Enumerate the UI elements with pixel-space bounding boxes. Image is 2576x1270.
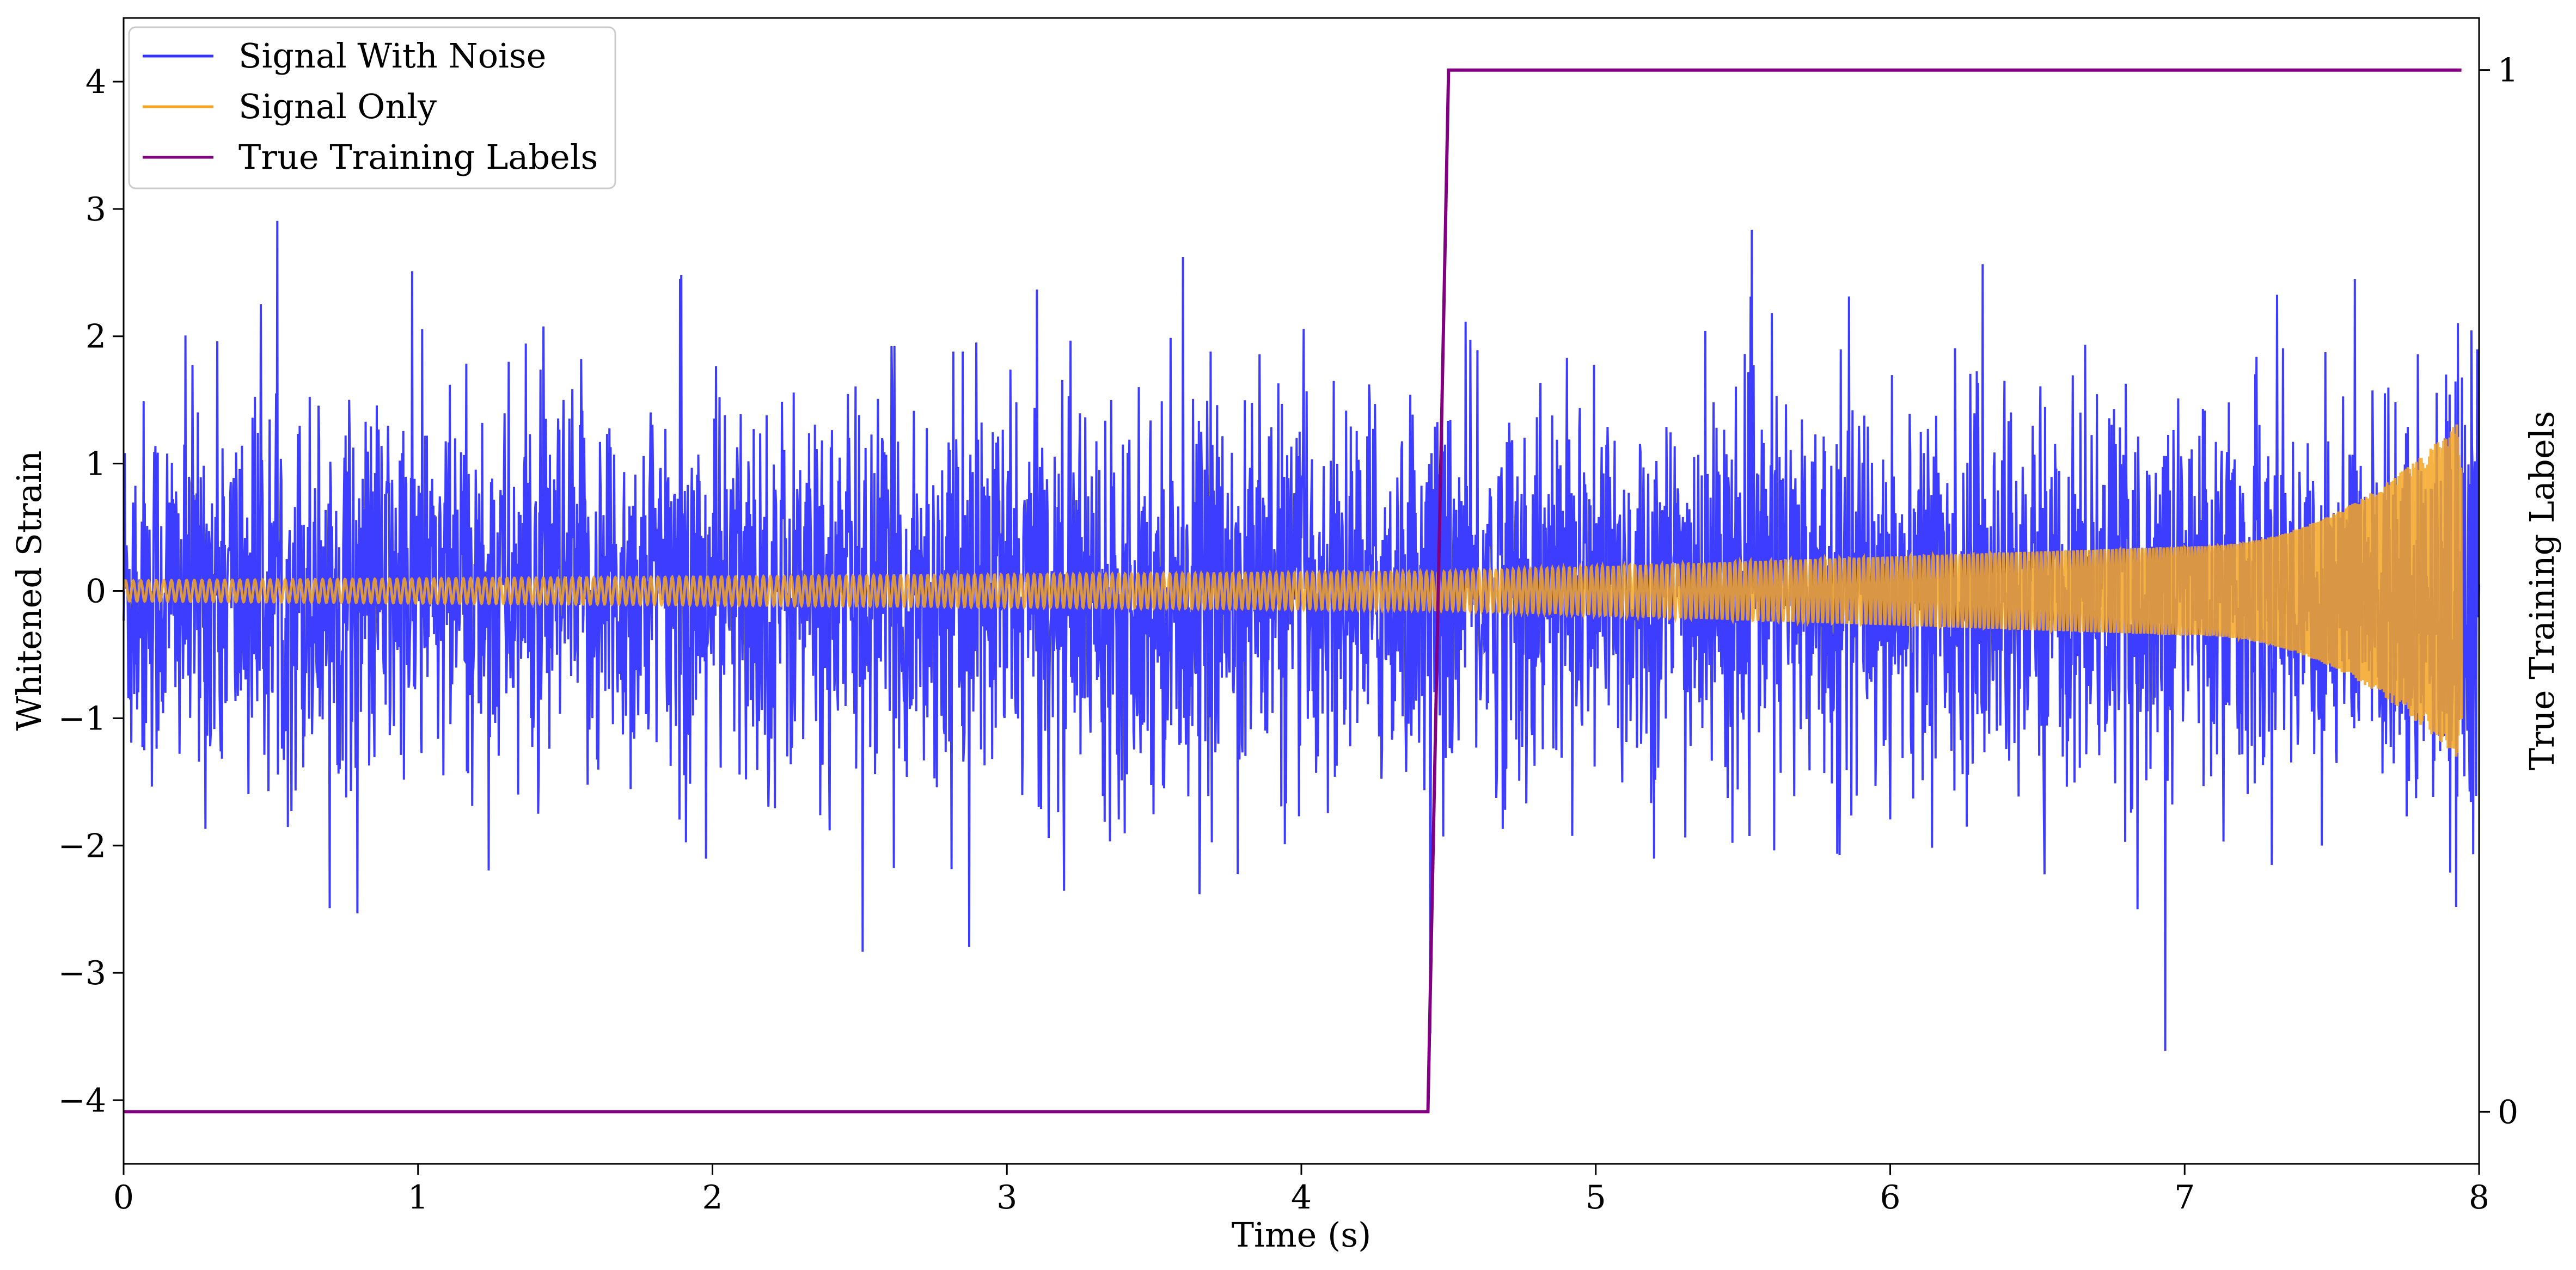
- y-axis-label: Whitened Strain: [9, 451, 49, 731]
- legend-label-true-training-labels: True Training Labels: [238, 137, 598, 177]
- y-tick-label: 0: [85, 573, 106, 611]
- legend-box: [128, 26, 616, 189]
- x-tick-label: 7: [2174, 1179, 2195, 1217]
- y-tick-label: 4: [85, 63, 106, 101]
- x-tick-label: 1: [408, 1179, 429, 1217]
- true-training-labels-series: [124, 68, 2462, 1114]
- x-tick-label: 6: [1880, 1179, 1900, 1217]
- x-tick-label: 8: [2469, 1179, 2489, 1217]
- y2-tick-label: 0: [2498, 1093, 2518, 1131]
- y2-axis-ticks: 01: [2479, 52, 2518, 1131]
- x-tick-label: 2: [702, 1179, 723, 1217]
- legend: Signal With Noise Signal Only True Train…: [128, 26, 616, 189]
- x-tick-label: 3: [996, 1179, 1017, 1217]
- y-tick-label: 3: [85, 191, 106, 229]
- x-tick-label: 5: [1586, 1179, 1606, 1217]
- y-tick-label: 1: [85, 445, 106, 483]
- y-axis-ticks: −4 −3 −2 −1 0 1 2 3 4: [58, 63, 124, 1120]
- true-training-labels-line: [124, 68, 2462, 1114]
- signal-only-series: [122, 424, 2463, 757]
- x-tick-label: 4: [1291, 1179, 1312, 1217]
- x-axis-ticks: 0 1 2 3 4 5 6 7 8: [113, 1164, 2489, 1217]
- y-tick-label: −2: [58, 827, 106, 865]
- y-tick-label: 2: [85, 318, 106, 356]
- y-tick-label: −1: [58, 700, 106, 738]
- legend-label-signal-with-noise: Signal With Noise: [238, 36, 546, 76]
- y2-tick-label: 1: [2498, 52, 2518, 90]
- y2-axis-label: True Training Labels: [2522, 411, 2562, 770]
- y-tick-label: −4: [58, 1082, 106, 1120]
- signal-only-line: [122, 424, 2463, 757]
- x-axis-label: Time (s): [1232, 1215, 1372, 1255]
- y-tick-label: −3: [58, 954, 106, 992]
- x-tick-label: 0: [113, 1179, 134, 1217]
- legend-label-signal-only: Signal Only: [238, 87, 437, 126]
